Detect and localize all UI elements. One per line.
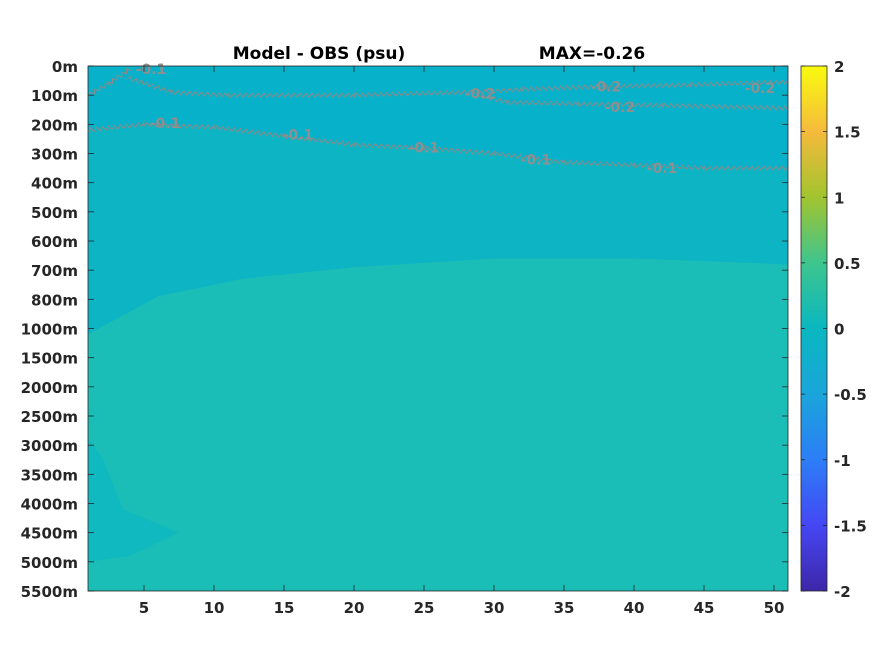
x-tick-label: 20 <box>344 599 365 617</box>
y-tick-label: 200m <box>31 116 78 134</box>
y-tick-label: 2000m <box>21 379 78 397</box>
contour-line-1 <box>479 93 789 112</box>
y-tick-label: 400m <box>31 175 78 193</box>
colorbar-tick-label: -0.5 <box>834 386 867 404</box>
contour-label: -0.2 <box>591 79 622 95</box>
contour-label: -0.2 <box>465 87 496 103</box>
y-tick-label: 4000m <box>21 496 78 514</box>
contour-line-2 <box>87 120 789 172</box>
y-tick-label: 600m <box>31 233 78 251</box>
field-bottom-patch <box>88 439 179 562</box>
contour-label: -0.1 <box>150 116 181 132</box>
y-tick-label: 0m <box>52 58 78 76</box>
colorbar-ticks: 2 1.5 1 0.5 0 -0.5 -1 -1.5 -2 <box>801 58 867 601</box>
y-tick-label: 5000m <box>21 554 78 572</box>
colorbar-tick-label: 0 <box>834 321 844 339</box>
contour-label: -0.1 <box>521 152 552 168</box>
colorbar-tick-label: 2 <box>834 58 844 76</box>
x-tick-label: 40 <box>624 599 645 617</box>
x-axis: 5 10 15 20 25 30 35 40 45 50 <box>139 66 785 617</box>
field-surface <box>88 66 788 169</box>
y-tick-label: 2500m <box>21 408 78 426</box>
x-tick-label: 15 <box>274 599 295 617</box>
y-tick-label: 5500m <box>21 583 78 601</box>
y-tick-label: 800m <box>31 291 78 309</box>
y-tick-label: 100m <box>31 87 78 105</box>
contour-label: -0.1 <box>136 62 167 78</box>
x-tick-label: 5 <box>139 599 149 617</box>
y-tick-label: 300m <box>31 146 78 164</box>
colorbar-tick-label: 1 <box>834 189 844 207</box>
x-tick-label: 30 <box>484 599 505 617</box>
contour-label: -0.1 <box>647 161 678 177</box>
colorbar-tick-label: -1.5 <box>834 517 867 535</box>
contour-label: -0.1 <box>409 141 440 157</box>
y-tick-label: 1500m <box>21 350 78 368</box>
colorbar-tick-label: 1.5 <box>834 124 861 142</box>
x-tick-label: 45 <box>694 599 715 617</box>
x-tick-label: 50 <box>764 599 785 617</box>
y-tick-label: 700m <box>31 262 78 280</box>
colorbar-tick-label: -1 <box>834 452 851 470</box>
chart-title-right: MAX=-0.26 <box>539 44 645 64</box>
contour-label: -0.1 <box>283 128 314 144</box>
x-tick-label: 25 <box>414 599 435 617</box>
colorbar-gradient <box>800 65 828 592</box>
y-tick-label: 3500m <box>21 466 78 484</box>
y-tick-label: 1000m <box>21 321 78 339</box>
colorbar-tick-label: 0.5 <box>834 255 861 273</box>
y-tick-label: 3000m <box>21 437 78 455</box>
contour-line-0 <box>126 75 789 99</box>
colorbar-tick-label: -2 <box>834 583 851 601</box>
y-tick-label: 500m <box>31 204 78 222</box>
colorbar: 2 1.5 1 0.5 0 -0.5 -1 -1.5 -2 <box>800 58 867 601</box>
x-tick-label: 35 <box>554 599 575 617</box>
contour-label: -0.2 <box>605 100 636 116</box>
x-tick-label: 10 <box>204 599 225 617</box>
chart-title-left: Model - OBS (psu) <box>233 44 406 64</box>
contour-label: -0.2 <box>745 81 776 97</box>
contour-line-3 <box>88 68 132 97</box>
y-axis: 0m 100m 200m 300m 400m 500m 600m 700m 800m 1000m 1… <box>21 58 788 601</box>
contour-lines <box>87 68 789 172</box>
y-tick-label: 4500m <box>21 525 78 543</box>
plot-area: -0.1 -0.2 -0.2 -0.2 -0.2 -0.1 -0.1 -0.1 -0.1 -0.1 <box>87 62 789 592</box>
